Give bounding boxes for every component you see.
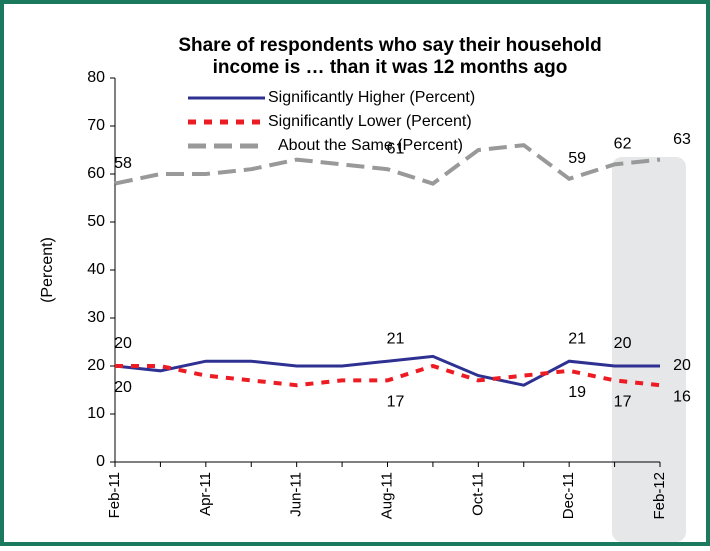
y-axis-label: (Percent) — [39, 237, 56, 303]
data-label: 58 — [114, 155, 132, 172]
highlight — [612, 157, 686, 542]
x-tick-label: Apr-11 — [197, 472, 214, 516]
y-tick-label: 40 — [87, 261, 105, 278]
series-line — [115, 363, 661, 388]
x-tick-label: Jun-11 — [288, 472, 305, 517]
data-label: 61 — [387, 140, 405, 157]
data-label: 20 — [114, 379, 132, 396]
chart-title: income is … than it was 12 months ago — [213, 57, 568, 78]
legend-label: Significantly Higher (Percent) — [268, 89, 475, 106]
y-tick-label: 70 — [87, 117, 105, 134]
data-label: 17 — [387, 394, 405, 411]
y-tick-label: 80 — [87, 69, 105, 86]
x-tick-label: Oct-11 — [469, 472, 486, 516]
x-tick-label: Feb-12 — [651, 472, 668, 520]
y-tick-label: 30 — [87, 309, 105, 326]
data-label: 21 — [568, 330, 586, 347]
legend-label: Significantly Lower (Percent) — [268, 113, 472, 130]
y-tick-label: 20 — [87, 357, 105, 374]
chart-title: Share of respondents who say their house… — [178, 35, 601, 56]
y-tick-label: 0 — [96, 453, 105, 470]
data-label: 20 — [114, 335, 132, 352]
y-tick-label: 10 — [87, 405, 105, 422]
data-label: 63 — [673, 131, 691, 148]
x-tick-label: Feb-11 — [106, 472, 123, 518]
x-tick-label: Dec-11 — [560, 472, 577, 519]
data-label: 17 — [614, 394, 632, 411]
data-label: 62 — [614, 136, 632, 153]
data-label: 20 — [614, 335, 632, 352]
legend-label: About the Same (Percent) — [278, 137, 463, 154]
data-label: 59 — [568, 150, 586, 167]
series-line — [114, 354, 660, 387]
data-label: 21 — [387, 330, 405, 347]
data-label: 20 — [673, 357, 691, 374]
x-tick-label: Aug-11 — [378, 472, 395, 519]
y-tick-label: 50 — [87, 213, 105, 230]
series-line — [114, 143, 661, 186]
data-label: 19 — [568, 384, 586, 401]
y-tick-label: 60 — [87, 165, 105, 182]
data-label: 16 — [673, 388, 691, 405]
